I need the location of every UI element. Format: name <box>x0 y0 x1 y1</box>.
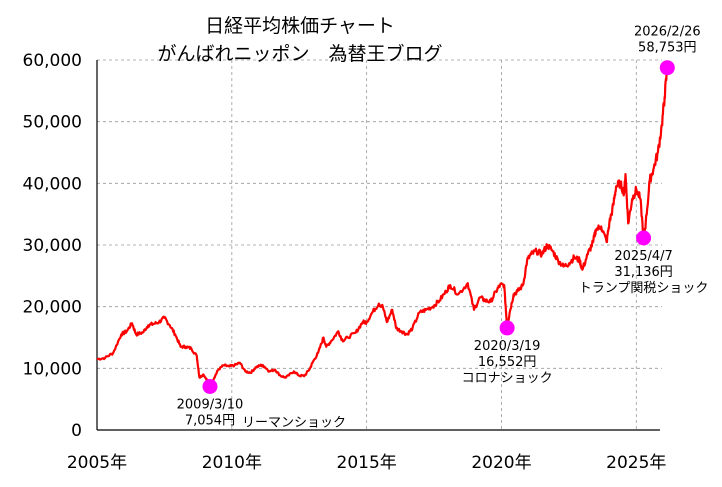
annotation-labels: 2009/3/107,054円 リーマンショック 2020/3/1916,552円コ… <box>177 25 709 431</box>
y-tick-label: 0 <box>71 421 82 441</box>
annotation-label: 2020/3/19 <box>474 339 541 354</box>
axes <box>96 60 660 431</box>
nikkei-price-line <box>96 67 669 388</box>
gridlines <box>97 59 662 430</box>
annotation-label: コロナショック <box>462 371 553 386</box>
annotation-label: 16,552円 <box>478 355 537 370</box>
annotation-event-label: リーマンショック <box>242 416 346 431</box>
annotation-marker <box>202 379 218 395</box>
annotation-label: 7,054円 <box>185 414 235 429</box>
series <box>96 67 669 388</box>
y-tick-label: 60,000 <box>23 51 82 71</box>
y-tick-labels: 0 10,000 20,000 30,000 40,000 50,000 60,000 <box>23 51 82 441</box>
x-tick-label: 2025年 <box>606 453 666 473</box>
x-tick-label: 2015年 <box>337 453 397 473</box>
annotation-label: 31,136円 <box>614 265 673 280</box>
y-tick-label: 20,000 <box>23 298 82 318</box>
annotation-label: 2009/3/10 <box>177 398 244 413</box>
x-tick-label: 2010年 <box>202 453 262 473</box>
chart-title-line-1: 日経平均株価チャート <box>205 15 395 37</box>
x-tick-label: 2020年 <box>471 453 531 473</box>
annotation-label: 2025/4/7 <box>614 249 672 264</box>
annotation-label: トランプ関税ショック <box>579 281 709 296</box>
annotation-label: 2026/2/26 <box>634 25 701 40</box>
y-tick-label: 10,000 <box>23 359 82 379</box>
x-tick-label: 2005年 <box>67 453 127 473</box>
annotation-markers <box>202 60 675 395</box>
chart-title-line-2: がんばれニッポン 為替王ブログ <box>157 42 442 65</box>
annotation-marker <box>659 60 675 76</box>
annotation-label: 58,753円 <box>638 41 697 56</box>
y-tick-label: 30,000 <box>23 236 82 256</box>
y-tick-label: 40,000 <box>23 174 82 194</box>
chart-title: 日経平均株価チャート がんばれニッポン 為替王ブログ <box>157 15 442 65</box>
y-tick-label: 50,000 <box>23 113 82 133</box>
annotation-marker <box>636 230 652 246</box>
annotation-marker <box>499 320 515 336</box>
x-tick-labels: 2005年 2010年 2015年 2020年 2025年 <box>67 453 667 473</box>
